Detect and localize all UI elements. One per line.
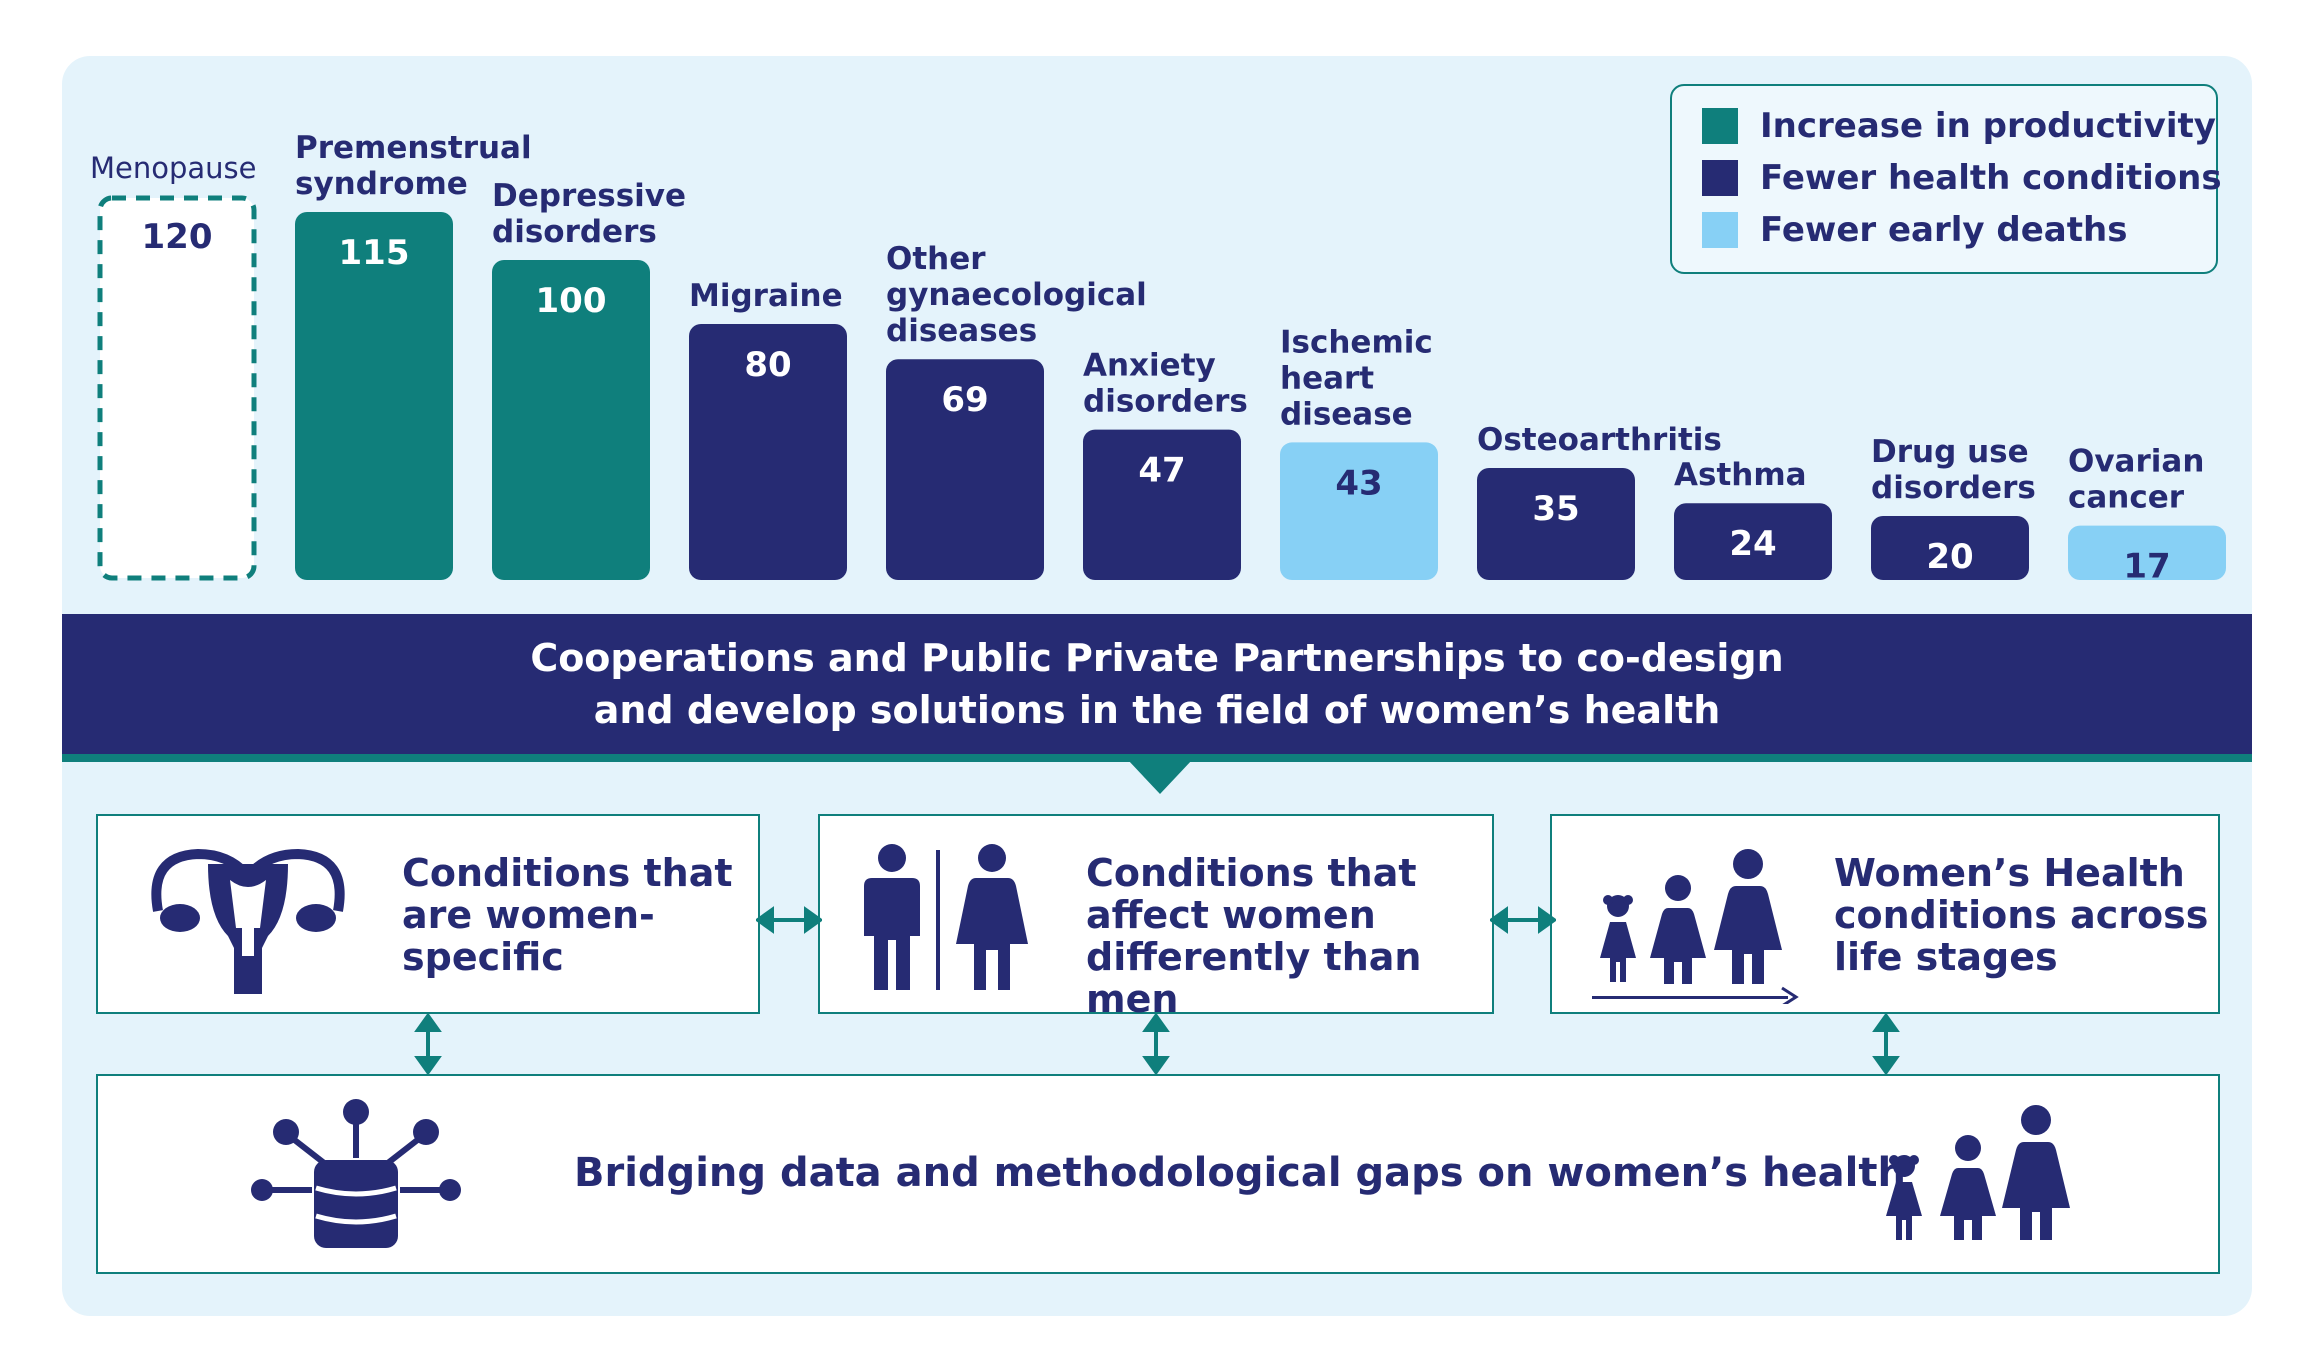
bar-value-label: 17 — [2123, 547, 2170, 587]
database-network-icon — [251, 1099, 461, 1248]
bar-value-label: 100 — [536, 281, 607, 321]
bar-ischemic-heart-disease — [1280, 442, 1438, 580]
legend-label-deaths: Fewer early deaths — [1760, 210, 2128, 250]
man-woman-icon — [864, 844, 1028, 990]
legend-item-deaths: Fewer early deaths — [1702, 210, 2127, 250]
chart-legend: Increase in productivity Fewer health co… — [1670, 84, 2222, 274]
bar-other-gynaecological-diseases — [886, 359, 1044, 580]
bar-anxiety-disorders — [1083, 429, 1241, 580]
category-label: Premenstrual syndrome — [295, 130, 532, 202]
life-stages-icon — [1592, 849, 1799, 1004]
category-label: Anxiety disorders — [1083, 348, 1248, 420]
bar-migraine — [689, 324, 847, 580]
bar-depressive-disorders — [492, 260, 650, 580]
category-label: Asthma — [1674, 457, 1807, 493]
legend-swatch-productivity — [1702, 108, 1738, 144]
bar-value-label: 20 — [1926, 537, 1973, 577]
box-data-gaps — [96, 1074, 2220, 1274]
bar-premenstrual-syndrome — [295, 212, 453, 580]
bar-value-label: 43 — [1335, 463, 1382, 503]
box-life-stages-text: Women’s Health conditions across life st… — [1834, 851, 2209, 979]
uterus-icon — [151, 848, 345, 994]
box-data-gaps-text: Bridging data and methodological gaps on… — [574, 1150, 1906, 1196]
box-women-specific-text: Conditions that are women-specific — [402, 851, 733, 979]
category-label: Drug use disorders — [1871, 434, 2036, 506]
legend-label-productivity: Increase in productivity — [1760, 106, 2216, 146]
category-label: Ovarian cancer — [2068, 444, 2204, 516]
bar-value-label: 35 — [1532, 489, 1579, 529]
bar-menopause — [97, 195, 257, 581]
category-label: Migraine — [689, 278, 843, 314]
double-arrow-icon — [1490, 906, 1556, 934]
category-label: Menopause — [90, 151, 257, 185]
category-label: Depressive disorders — [492, 178, 686, 250]
bar-value-label: 115 — [339, 233, 410, 273]
bar-drug-use-disorders — [1871, 516, 2029, 580]
legend-swatch-deaths — [1702, 212, 1738, 248]
box-differently-text: Conditions that affect women differently… — [1086, 851, 1422, 1021]
banner-text: Cooperations and Public Private Partners… — [530, 636, 1784, 732]
box-differently: Conditions that affect women differently… — [818, 814, 1494, 1020]
bar-value-label: 69 — [941, 380, 988, 420]
bar-value-label: 24 — [1729, 524, 1776, 564]
bar-osteoarthritis — [1477, 468, 1635, 580]
bar-value-label: 120 — [142, 217, 213, 257]
box-life-stages: Women’s Health conditions across life st… — [1550, 814, 2220, 1014]
bar-chart: 120 Menopause 115 Premenstrual syndrome 100 De… — [90, 130, 2226, 587]
legend-label-health: Fewer health conditions — [1760, 158, 2222, 198]
double-arrow-icon — [1872, 1014, 1900, 1074]
banner-down-arrow-icon — [1128, 760, 1192, 794]
double-arrow-icon — [414, 1014, 442, 1074]
bar-value-label: 80 — [744, 345, 791, 385]
double-arrow-icon — [1142, 1014, 1170, 1074]
double-arrow-icon — [756, 906, 822, 934]
bar-asthma — [1674, 503, 1832, 580]
legend-swatch-health — [1702, 160, 1738, 196]
box-women-specific: Conditions that are women-specific — [96, 814, 760, 1014]
partnership-banner: Cooperations and Public Private Partners… — [62, 614, 2252, 762]
legend-item-productivity: Increase in productivity — [1702, 106, 2216, 146]
family-icon — [1886, 1105, 2070, 1240]
category-label: Other gynaecological diseases — [886, 241, 1147, 349]
category-label: Osteoarthritis — [1477, 422, 1722, 458]
bar-ovarian-cancer — [2068, 525, 2226, 580]
bar-value-label: 47 — [1138, 451, 1185, 491]
legend-item-health: Fewer health conditions — [1702, 158, 2222, 198]
category-label: Ischemic heart disease — [1280, 324, 1433, 432]
